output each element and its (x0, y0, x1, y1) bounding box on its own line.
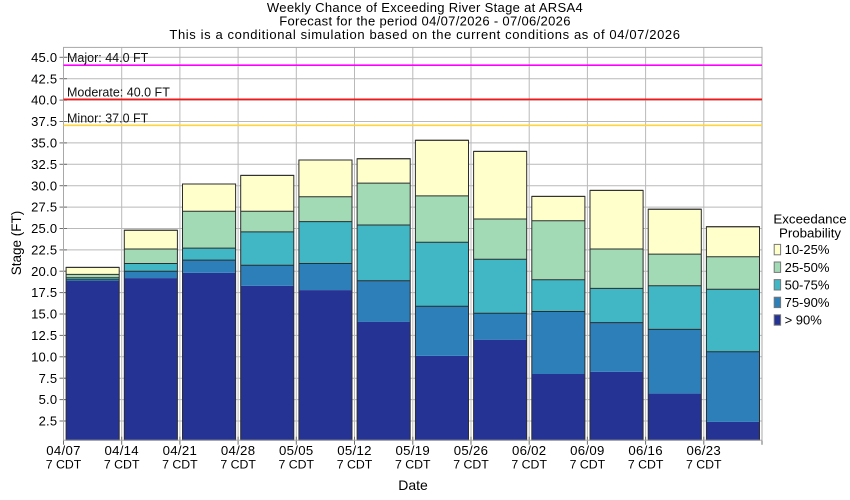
svg-text:Forecast for the period 04/07/: Forecast for the period 04/07/2026 - 07/… (279, 14, 571, 29)
svg-text:04/21: 04/21 (163, 443, 198, 458)
svg-text:This is a conditional simulati: This is a conditional simulation based o… (169, 27, 680, 42)
svg-text:Stage (FT): Stage (FT) (9, 211, 24, 276)
svg-text:22.5: 22.5 (31, 243, 57, 258)
svg-text:04/28: 04/28 (221, 443, 256, 458)
svg-text:5.0: 5.0 (39, 392, 58, 407)
svg-text:7 CDT: 7 CDT (337, 457, 373, 471)
svg-text:50-75%: 50-75% (785, 277, 830, 292)
svg-text:7 CDT: 7 CDT (395, 457, 431, 471)
svg-text:7 CDT: 7 CDT (104, 457, 140, 471)
svg-text:27.5: 27.5 (31, 200, 57, 215)
svg-text:Exceedance: Exceedance (773, 212, 846, 227)
svg-text:37.5: 37.5 (31, 114, 57, 129)
svg-text:04/07: 04/07 (46, 443, 81, 458)
svg-text:25.0: 25.0 (31, 221, 57, 236)
svg-text:Weekly Chance of Exceeding Riv: Weekly Chance of Exceeding River Stage a… (267, 0, 583, 15)
svg-text:7 CDT: 7 CDT (686, 457, 722, 471)
svg-text:7 CDT: 7 CDT (453, 457, 489, 471)
svg-text:10.0: 10.0 (31, 349, 57, 364)
svg-text:45.0: 45.0 (31, 50, 57, 65)
svg-text:20.0: 20.0 (31, 264, 57, 279)
svg-text:Moderate: 40.0 FT: Moderate: 40.0 FT (67, 85, 170, 99)
svg-text:75-90%: 75-90% (785, 295, 830, 310)
svg-text:Date: Date (398, 477, 428, 493)
svg-text:35.0: 35.0 (31, 136, 57, 151)
svg-text:06/23: 06/23 (687, 443, 722, 458)
svg-text:7 CDT: 7 CDT (279, 457, 315, 471)
svg-text:7.5: 7.5 (39, 371, 58, 386)
svg-text:05/12: 05/12 (337, 443, 372, 458)
svg-text:04/14: 04/14 (104, 443, 139, 458)
svg-text:05/19: 05/19 (396, 443, 431, 458)
svg-text:7 CDT: 7 CDT (511, 457, 547, 471)
svg-text:06/02: 06/02 (512, 443, 547, 458)
svg-text:17.5: 17.5 (31, 285, 57, 300)
svg-text:7 CDT: 7 CDT (46, 457, 82, 471)
svg-text:7 CDT: 7 CDT (162, 457, 198, 471)
svg-text:05/05: 05/05 (279, 443, 314, 458)
svg-text:Probability: Probability (779, 225, 841, 240)
svg-text:Major: 44.0 FT: Major: 44.0 FT (67, 51, 149, 65)
svg-text:40.0: 40.0 (31, 93, 57, 108)
svg-text:7 CDT: 7 CDT (220, 457, 256, 471)
svg-text:7 CDT: 7 CDT (570, 457, 606, 471)
svg-text:32.5: 32.5 (31, 157, 57, 172)
svg-text:Minor: 37.0 FT: Minor: 37.0 FT (67, 111, 149, 125)
svg-text:12.5: 12.5 (31, 328, 57, 343)
svg-text:> 90%: > 90% (785, 313, 823, 328)
svg-text:2.5: 2.5 (39, 414, 58, 429)
svg-text:30.0: 30.0 (31, 178, 57, 193)
svg-text:10-25%: 10-25% (785, 242, 830, 257)
svg-text:42.5: 42.5 (31, 71, 57, 86)
svg-text:06/16: 06/16 (628, 443, 663, 458)
svg-text:05/26: 05/26 (454, 443, 489, 458)
svg-text:06/09: 06/09 (570, 443, 605, 458)
svg-text:15.0: 15.0 (31, 307, 57, 322)
svg-text:25-50%: 25-50% (785, 260, 830, 275)
svg-text:7 CDT: 7 CDT (628, 457, 664, 471)
